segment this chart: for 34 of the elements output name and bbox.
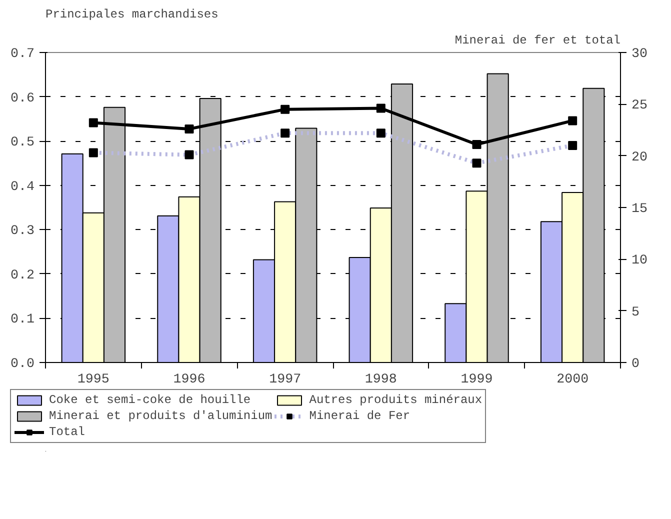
y-tick-label: 0.1 bbox=[10, 312, 35, 328]
y-tick-label: 0.5 bbox=[10, 136, 35, 151]
y-tick-label: 0.6 bbox=[10, 91, 35, 106]
y-tick-label: 0.2 bbox=[10, 268, 35, 284]
legend-label: Autres produits minéraux bbox=[309, 393, 482, 407]
point bbox=[472, 140, 482, 149]
y2-tick-label: 10 bbox=[632, 254, 648, 269]
y2-axis-title: Minerai de fer et total bbox=[454, 34, 621, 48]
point bbox=[184, 124, 194, 134]
y-axis-title: Principales marchandises bbox=[46, 8, 218, 22]
y-tick-label: 0.4 bbox=[10, 180, 35, 195]
y-tick-label: 0.3 bbox=[10, 224, 35, 240]
y-tick-label: 0.7 bbox=[10, 47, 35, 62]
y2-tick-label: 15 bbox=[632, 202, 648, 217]
point bbox=[88, 118, 98, 128]
legend-label: Minerai et produits d'aluminium bbox=[49, 409, 272, 423]
legend-label: Coke et semi-coke de houille bbox=[49, 393, 251, 407]
y2-tick-label: 0 bbox=[632, 357, 640, 372]
legend-label: Total bbox=[49, 425, 86, 439]
y2-tick-label: 25 bbox=[632, 98, 648, 114]
y2-tick-label: 5 bbox=[632, 305, 640, 320]
y2-tick-label: 30 bbox=[632, 47, 648, 62]
point bbox=[568, 116, 578, 126]
x-tick-label: 1999 bbox=[460, 372, 493, 388]
x-tick-label: 1998 bbox=[364, 372, 397, 388]
legend-label: Minerai de Fer bbox=[309, 409, 410, 423]
y-tick-label: 0.0 bbox=[10, 357, 35, 372]
point bbox=[280, 104, 290, 114]
x-tick-label: 1996 bbox=[173, 372, 206, 388]
x-tick-label: 1995 bbox=[77, 372, 110, 388]
y2-tick-label: 20 bbox=[632, 150, 648, 166]
point bbox=[376, 104, 386, 113]
x-tick-label: 1997 bbox=[269, 372, 302, 388]
x-tick-label: 2000 bbox=[556, 372, 589, 388]
